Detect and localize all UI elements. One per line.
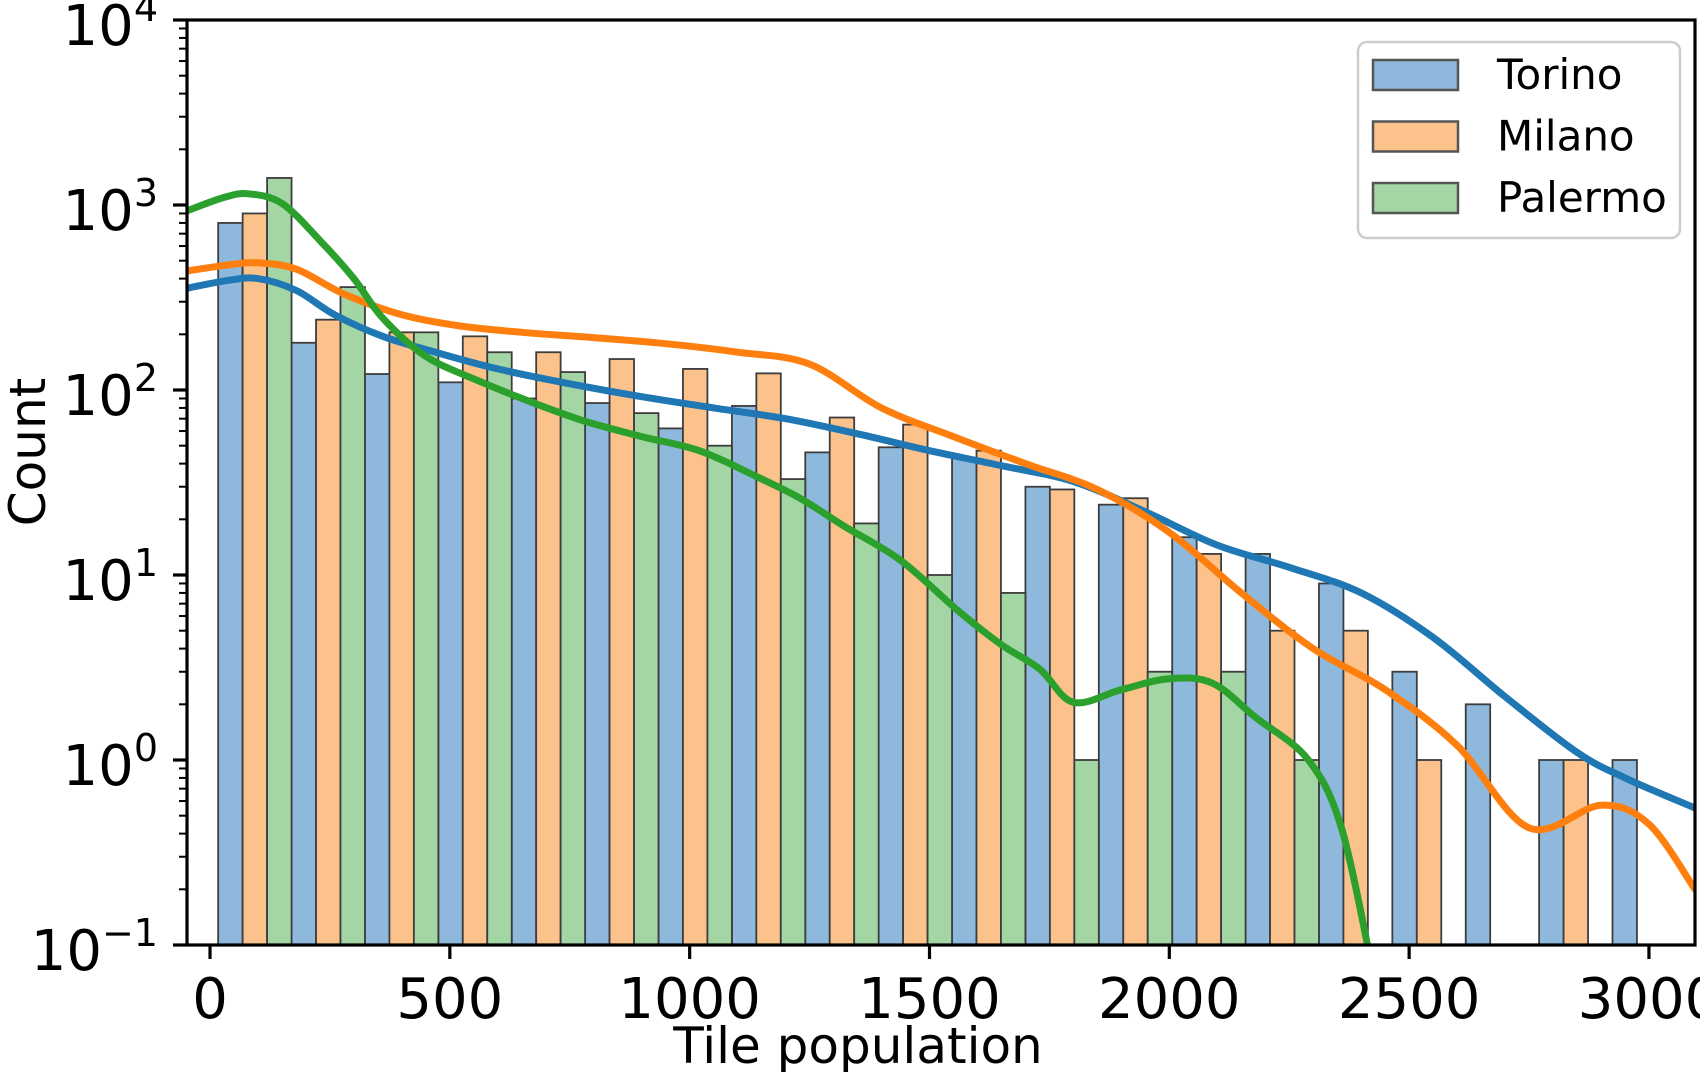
bar-torino bbox=[510, 397, 538, 945]
bar-milano bbox=[241, 212, 269, 945]
y-tick-label: 10−1 bbox=[31, 911, 158, 984]
bar-milano bbox=[902, 423, 929, 945]
bar-palermo bbox=[559, 371, 587, 945]
bars-layer bbox=[217, 177, 1638, 945]
legend-label: Milano bbox=[1497, 112, 1635, 161]
legend-item-torino: Torino bbox=[1371, 50, 1622, 99]
bar-milano bbox=[608, 358, 635, 945]
legend-swatch-palermo bbox=[1371, 181, 1460, 215]
x-tick-label: 2000 bbox=[1098, 967, 1241, 1032]
bar-torino bbox=[1171, 536, 1198, 945]
legend-item-palermo: Palermo bbox=[1371, 173, 1667, 222]
bar-torino bbox=[1391, 670, 1418, 945]
kde-line-torino bbox=[187, 274, 1695, 812]
x-tick-label: 500 bbox=[396, 967, 503, 1032]
bar-milano bbox=[1562, 759, 1589, 945]
legend-label: Palermo bbox=[1497, 173, 1667, 222]
x-tick-label: 0 bbox=[192, 967, 228, 1032]
y-tick-label: 102 bbox=[63, 356, 158, 429]
x-tick-label: 1500 bbox=[858, 967, 1001, 1032]
bar-torino bbox=[804, 451, 831, 945]
bar-torino bbox=[951, 456, 978, 945]
bar-torino bbox=[877, 446, 905, 945]
bar-palermo bbox=[1073, 759, 1100, 945]
bar-torino bbox=[657, 427, 684, 945]
bar-milano bbox=[975, 449, 1002, 945]
kde-line-milano bbox=[187, 259, 1695, 893]
bar-milano bbox=[315, 318, 342, 945]
x-tick-label: 1000 bbox=[618, 967, 761, 1032]
plot-border bbox=[185, 18, 1697, 947]
bar-torino bbox=[1538, 759, 1565, 945]
bar-torino bbox=[290, 341, 317, 945]
bar-torino bbox=[437, 381, 464, 945]
bar-palermo bbox=[339, 286, 366, 945]
bar-milano bbox=[1195, 553, 1223, 945]
bar-palermo bbox=[266, 177, 293, 945]
bar-milano bbox=[1122, 497, 1149, 945]
bar-palermo bbox=[1293, 759, 1320, 945]
bar-palermo bbox=[779, 478, 807, 945]
bar-palermo bbox=[1220, 670, 1247, 945]
axes-layer: 0 500 1000 1500 2000 2500 3000 10−1 100 101 102 103… bbox=[31, 0, 1700, 1032]
legend-swatch-torino bbox=[1371, 58, 1460, 92]
bar-milano bbox=[388, 331, 415, 945]
x-tick-label: 2500 bbox=[1338, 967, 1481, 1032]
y-axis-label: Count bbox=[0, 378, 57, 527]
bar-milano bbox=[828, 416, 856, 945]
bar-milano bbox=[755, 372, 782, 945]
bar-torino bbox=[730, 405, 758, 945]
bar-palermo bbox=[633, 412, 660, 945]
kde-layer bbox=[187, 190, 1695, 945]
bar-milano bbox=[682, 368, 709, 945]
y-tick-label: 104 bbox=[63, 0, 158, 59]
bar-milano bbox=[535, 351, 562, 945]
bar-palermo bbox=[706, 444, 733, 945]
bar-torino bbox=[1024, 485, 1051, 945]
bar-milano bbox=[461, 335, 489, 945]
legend-swatch-milano bbox=[1371, 120, 1460, 153]
bar-palermo bbox=[926, 574, 953, 945]
bar-torino bbox=[1611, 759, 1638, 945]
bar-palermo bbox=[412, 331, 440, 945]
x-axis-label: Tile population bbox=[672, 1017, 1043, 1072]
kde-line-palermo bbox=[187, 190, 1372, 945]
bar-torino bbox=[217, 222, 244, 945]
bar-torino bbox=[364, 373, 391, 945]
bar-torino bbox=[584, 402, 611, 945]
y-tick-label: 100 bbox=[63, 726, 158, 799]
legend-item-milano: Milano bbox=[1371, 112, 1635, 161]
y-tick-label: 101 bbox=[63, 541, 158, 614]
bar-milano bbox=[1048, 488, 1076, 945]
y-tick-label: 103 bbox=[63, 171, 158, 244]
bar-palermo bbox=[486, 351, 513, 945]
bar-palermo bbox=[853, 522, 880, 945]
bar-milano bbox=[1415, 759, 1443, 945]
legend-label: Torino bbox=[1496, 50, 1622, 99]
legend: Torino Milano Palermo bbox=[1356, 40, 1682, 240]
bar-torino bbox=[1097, 503, 1125, 945]
bar-torino bbox=[1318, 582, 1345, 945]
x-tick-label: 3000 bbox=[1578, 967, 1700, 1032]
bar-milano bbox=[1269, 629, 1296, 945]
bar-torino bbox=[1464, 703, 1492, 945]
bar-palermo bbox=[1146, 670, 1174, 945]
